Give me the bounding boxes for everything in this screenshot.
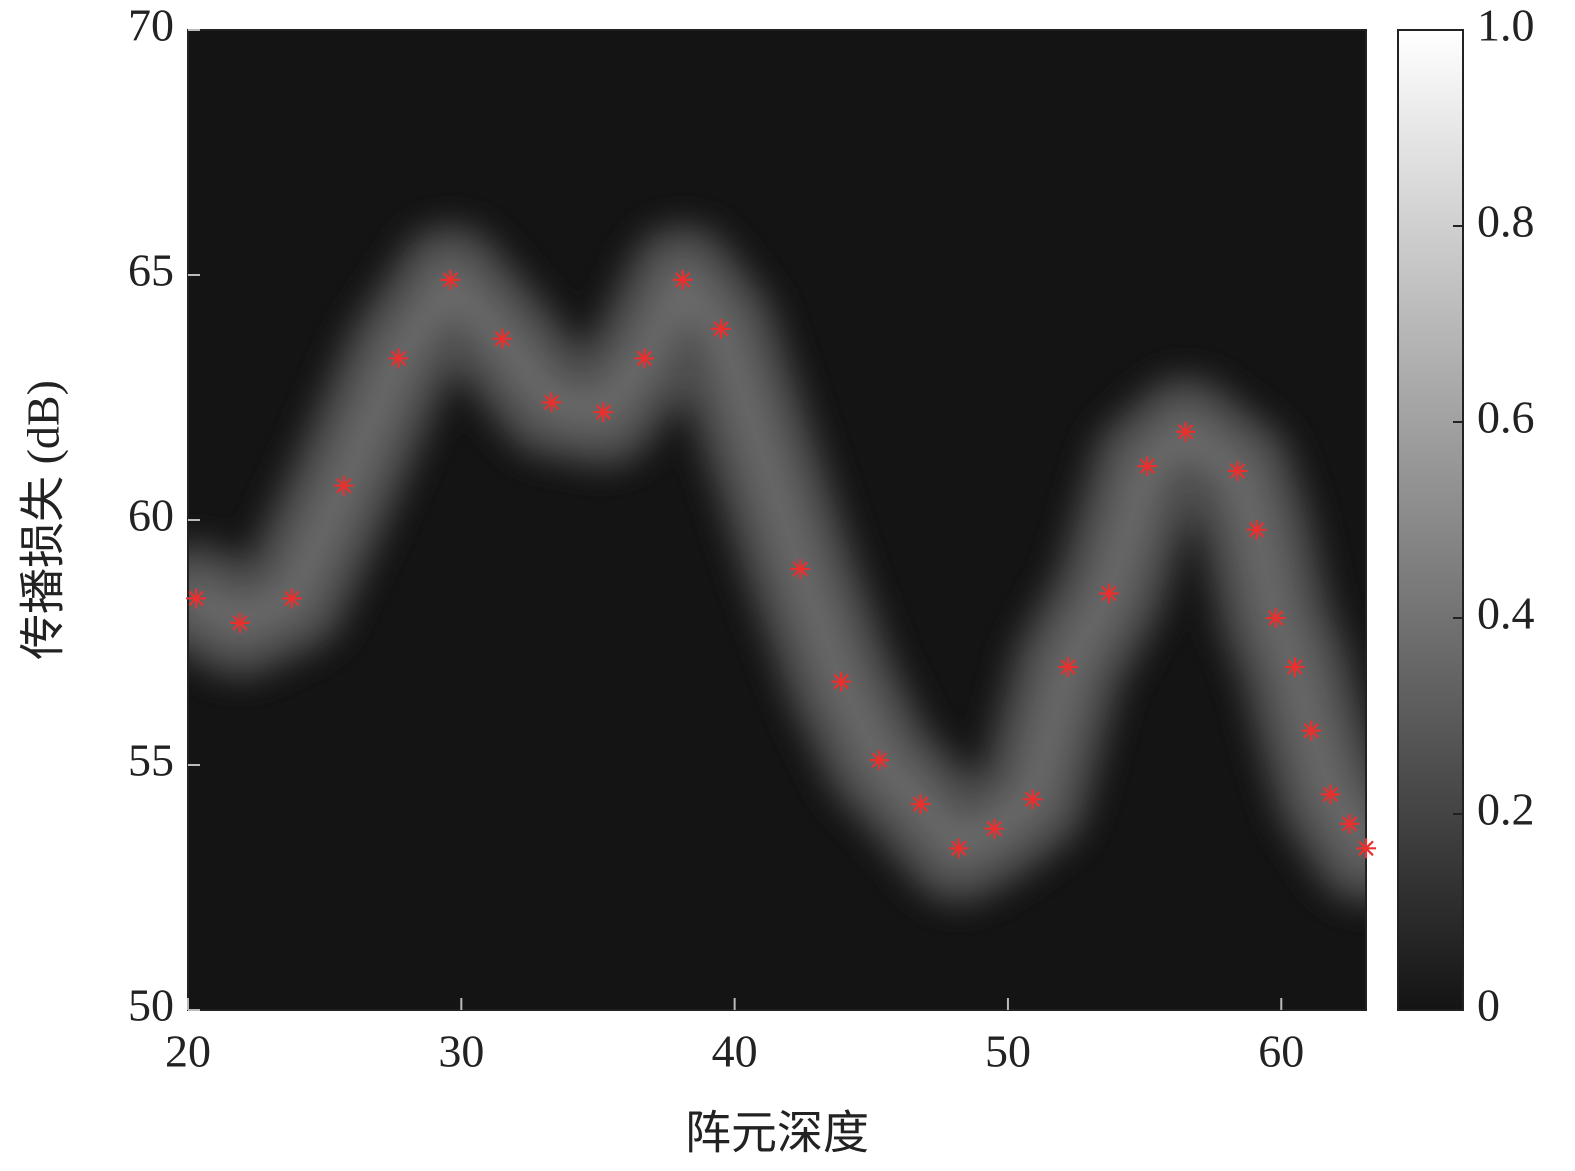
marker	[1320, 784, 1341, 805]
marker	[1227, 461, 1248, 481]
marker	[492, 328, 513, 349]
marker	[910, 794, 931, 815]
colorbar-tick-label: 0	[1477, 980, 1500, 1031]
marker	[1265, 608, 1286, 628]
marker	[710, 318, 731, 339]
y-tick-label: 65	[128, 245, 174, 296]
marker	[1175, 421, 1196, 442]
marker	[831, 671, 852, 692]
marker	[388, 348, 409, 369]
x-tick-label: 30	[438, 1026, 484, 1077]
marker	[1058, 657, 1079, 677]
y-tick-label: 50	[128, 980, 174, 1031]
marker	[790, 559, 811, 579]
colorbar	[1397, 29, 1464, 1011]
y-axis-label: 传播损失 (dB)	[18, 380, 69, 660]
marker	[281, 588, 302, 609]
marker	[672, 269, 693, 290]
marker	[984, 818, 1005, 839]
colorbar-tick-label: 0.2	[1477, 784, 1535, 835]
y-tick-label: 70	[128, 0, 174, 51]
y-tick-label: 60	[128, 490, 174, 541]
colorbar-tick-label: 0.8	[1477, 196, 1535, 247]
marker	[1356, 838, 1376, 859]
x-tick-label: 50	[985, 1026, 1031, 1077]
x-tick-label: 60	[1258, 1026, 1304, 1077]
marker	[541, 392, 562, 413]
colorbar-tick-label: 1.0	[1477, 0, 1535, 51]
marker	[1284, 657, 1305, 677]
x-tick-label: 20	[165, 1026, 211, 1077]
colorbar-tick-label: 0.4	[1477, 588, 1535, 639]
colorbar-tick-label: 0.6	[1477, 392, 1535, 443]
marker	[593, 402, 614, 423]
marker	[229, 612, 250, 633]
marker	[948, 838, 969, 859]
marker	[1022, 789, 1043, 810]
marker	[1339, 813, 1360, 834]
y-tick-label: 55	[128, 735, 174, 786]
x-tick-label: 40	[712, 1026, 758, 1077]
marker	[1301, 720, 1322, 741]
marker	[333, 475, 354, 496]
marker	[1099, 583, 1120, 604]
marker	[634, 348, 655, 369]
marker	[1246, 519, 1267, 540]
marker	[1137, 456, 1158, 477]
marker	[869, 750, 890, 771]
axes: 20 30 40 50 60 50 55 60 65 70 0 0.2 0.4 0.6 0.8 1.0	[128, 0, 1535, 1077]
x-axis-label: 阵元深度	[685, 1108, 869, 1159]
marker	[440, 269, 461, 290]
marker	[186, 588, 207, 609]
